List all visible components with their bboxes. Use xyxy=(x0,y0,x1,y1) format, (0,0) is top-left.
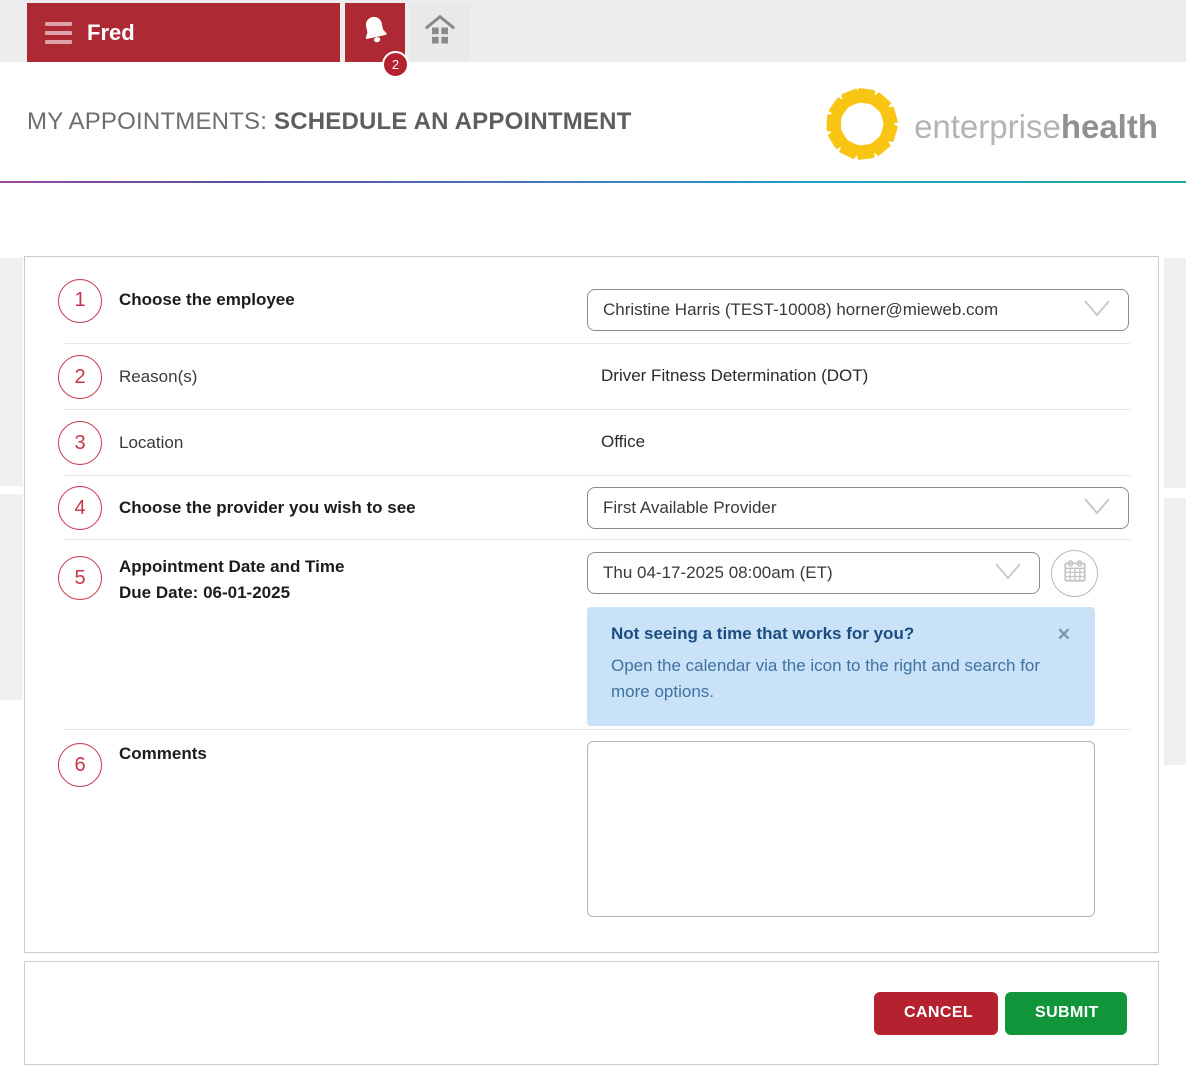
cancel-button[interactable]: CANCEL xyxy=(874,991,998,1035)
step-number-2: 2 xyxy=(58,355,102,399)
step-row-comments: 6 Comments xyxy=(25,730,1158,952)
infobox-body: Open the calendar via the icon to the ri… xyxy=(611,656,1041,702)
menu-brand-block[interactable]: Fred xyxy=(27,3,340,62)
step-row-datetime: 5 Appointment Date and Time Due Date: 06… xyxy=(25,540,1158,730)
page-title-main: SCHEDULE AN APPOINTMENT xyxy=(274,108,632,135)
page-title-prefix: MY APPOINTMENTS: xyxy=(27,108,268,135)
home-button[interactable] xyxy=(410,3,470,62)
open-calendar-button[interactable] xyxy=(1051,550,1098,597)
close-icon[interactable]: ✕ xyxy=(1056,625,1071,644)
user-name: Fred xyxy=(87,19,135,45)
step-label-datetime: Appointment Date and Time Due Date: 06-0… xyxy=(119,554,344,607)
hamburger-icon[interactable] xyxy=(45,21,72,44)
step-number-5: 5 xyxy=(58,556,102,600)
time-help-infobox: Not seeing a time that works for you? ✕ … xyxy=(587,607,1095,726)
top-bar: Fred 2 xyxy=(0,0,1186,78)
step-number-1: 1 xyxy=(58,278,102,323)
background-strip xyxy=(1164,258,1186,488)
datetime-select[interactable]: Thu 04-17-2025 08:00am (ET) xyxy=(587,552,1040,594)
due-date-label: Due Date: 06-01-2025 xyxy=(119,583,291,603)
step-label-reasons: Reason(s) xyxy=(119,366,198,386)
employee-select-value: Christine Harris (TEST-10008) horner@mie… xyxy=(603,300,999,319)
provider-select-value: First Available Provider xyxy=(603,498,777,517)
step-label-comments: Comments xyxy=(119,744,207,763)
schedule-appointment-form: 1 Choose the employee Christine Harris (… xyxy=(24,256,1159,953)
datetime-select-value: Thu 04-17-2025 08:00am (ET) xyxy=(603,563,833,582)
sun-logo-icon xyxy=(822,84,902,169)
notifications-button[interactable]: 2 xyxy=(345,3,409,78)
step-row-reasons: 2 Reason(s) Driver Fitness Determination… xyxy=(25,344,1158,410)
step-label-location: Location xyxy=(119,432,184,452)
step-row-location: 3 Location Office xyxy=(25,410,1158,476)
reasons-value: Driver Fitness Determination (DOT) xyxy=(601,366,869,385)
step-number-3: 3 xyxy=(58,421,102,465)
step-label-provider: Choose the provider you wish to see xyxy=(119,497,416,517)
step-row-employee: 1 Choose the employee Christine Harris (… xyxy=(25,257,1158,344)
chevron-down-icon xyxy=(1080,297,1114,324)
background-strip xyxy=(0,258,23,486)
chevron-down-icon xyxy=(991,560,1025,587)
notification-count-badge: 2 xyxy=(382,51,409,78)
employee-select[interactable]: Christine Harris (TEST-10008) horner@mie… xyxy=(587,289,1129,331)
provider-select[interactable]: First Available Provider xyxy=(587,487,1129,529)
submit-button[interactable]: SUBMIT xyxy=(1005,991,1127,1035)
step-number-4: 4 xyxy=(58,486,102,530)
background-strip xyxy=(1164,498,1186,765)
step-row-provider: 4 Choose the provider you wish to see Fi… xyxy=(25,476,1158,540)
home-icon xyxy=(420,10,460,55)
calendar-icon xyxy=(1062,558,1088,589)
bell-icon xyxy=(357,12,393,53)
gradient-divider xyxy=(0,181,1186,183)
logo-wordmark: enterprisehealth xyxy=(914,107,1158,145)
enterprise-health-logo: enterprisehealth xyxy=(822,84,1158,169)
comments-textarea[interactable] xyxy=(587,741,1095,917)
step-label-employee: Choose the employee xyxy=(119,290,295,310)
form-footer: CANCEL SUBMIT xyxy=(24,961,1159,1065)
background-strip xyxy=(0,494,23,700)
page-title: MY APPOINTMENTS: SCHEDULE AN APPOINTMENT xyxy=(27,108,632,136)
chevron-down-icon xyxy=(1080,495,1114,522)
location-value: Office xyxy=(601,432,646,451)
infobox-title: Not seeing a time that works for you? xyxy=(611,624,915,643)
step-number-6: 6 xyxy=(58,743,102,787)
